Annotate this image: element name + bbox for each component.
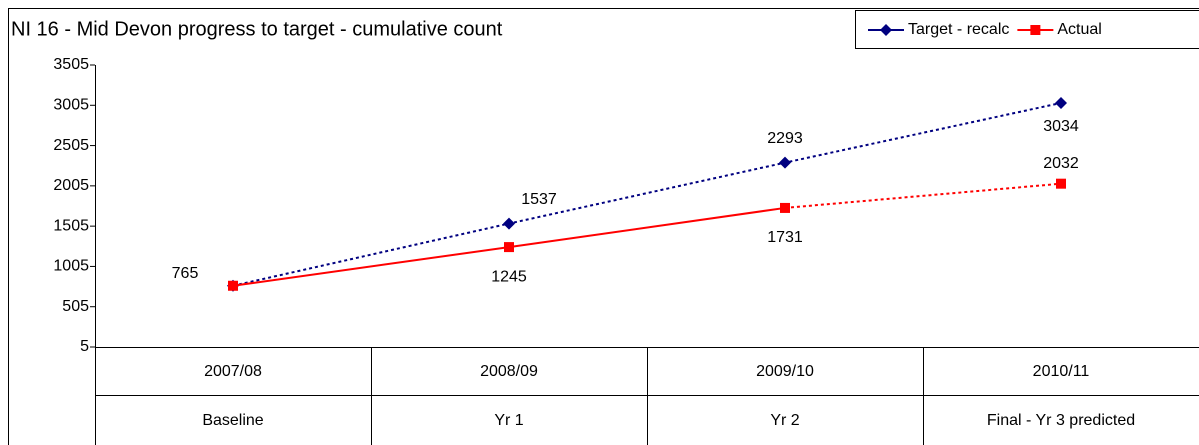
chart-border (8, 8, 1199, 445)
data-label: 1731 (767, 229, 803, 246)
x-tick-label: 2010/11 (1033, 363, 1090, 380)
x-subcategory-label: Baseline (202, 412, 263, 429)
data-label: 2293 (767, 130, 803, 147)
marker (1030, 25, 1041, 35)
data-label: 1245 (491, 268, 527, 285)
marker (503, 217, 515, 230)
x-tick-label: 2008/09 (480, 363, 538, 380)
x-subcategory-label: Yr 1 (494, 412, 523, 429)
chart-title: NI 16 - Mid Devon progress to target - c… (11, 18, 503, 40)
y-tick-label: 3505 (53, 56, 89, 73)
marker (780, 202, 790, 213)
y-tick-label: 2505 (53, 137, 89, 154)
data-label: 765 (172, 265, 199, 282)
data-label: 2032 (1043, 155, 1079, 172)
x-tick-label: 2007/08 (204, 363, 262, 380)
y-tick-label: 5 (80, 338, 89, 355)
legend-label: Target - recalc (908, 21, 1009, 38)
marker (1055, 96, 1067, 109)
marker (880, 24, 892, 36)
y-tick-label: 3005 (53, 97, 89, 114)
y-tick-label: 505 (62, 298, 89, 315)
y-tick-label: 2005 (53, 177, 89, 194)
data-label: 1537 (521, 191, 557, 208)
x-subcategory-label: Yr 2 (770, 412, 799, 429)
series-line-dashed (784, 182, 1062, 209)
y-tick-label: 1505 (53, 217, 89, 234)
marker (228, 280, 238, 291)
data-label: 3034 (1043, 118, 1079, 135)
y-tick-label: 1005 (53, 258, 89, 275)
marker (1056, 178, 1066, 189)
x-tick-label: 2009/10 (756, 363, 814, 380)
marker (504, 242, 514, 253)
x-subcategory-label: Final - Yr 3 predicted (987, 412, 1135, 429)
legend-label: Actual (1057, 21, 1101, 38)
marker (779, 156, 791, 169)
